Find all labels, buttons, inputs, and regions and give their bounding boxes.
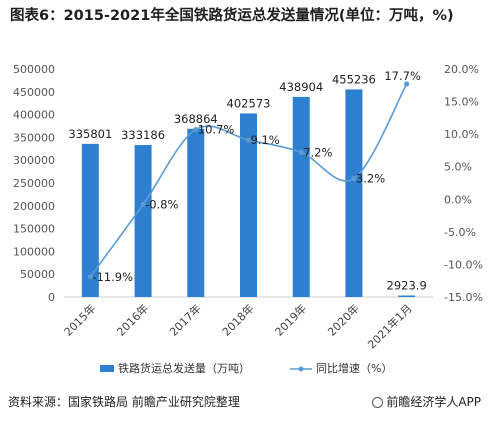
left-tick-label: 100000 — [13, 245, 55, 258]
bar-value-label: 2923.9 — [387, 279, 427, 293]
right-tick-label: 10.0% — [444, 128, 479, 141]
left-tick-label: 0 — [48, 291, 55, 304]
bar — [345, 89, 363, 297]
growth-value-label: -11.9% — [92, 270, 133, 284]
bar-value-label: 368864 — [174, 112, 218, 126]
growth-value-label: 9.1% — [251, 133, 280, 147]
right-tick-label: -5.0% — [444, 226, 476, 239]
bar-value-label: 402573 — [227, 96, 271, 110]
left-tick-label: 500000 — [13, 63, 55, 76]
category-label: 2019年 — [272, 301, 309, 338]
left-tick-label: 250000 — [13, 177, 55, 190]
source-note: 资料来源：国家铁路局 前瞻产业研究院整理 — [8, 395, 240, 409]
right-tick-label: 20.0% — [444, 63, 479, 76]
right-axis-ticks: -15.0% -10.0% -5.0% 0.0% 5.0% 10.0% 15.0% 20.0% — [444, 63, 483, 304]
growth-point — [404, 81, 410, 87]
left-tick-label: 50000 — [20, 268, 55, 281]
right-tick-label: -15.0% — [444, 291, 483, 304]
chart-title: 图表6：2015-2021年全国铁路货运总发送量情况(单位：万吨，%) — [10, 8, 454, 24]
legend-bar-label: 铁路货运总发送量（万吨） — [118, 361, 250, 375]
left-tick-label: 300000 — [13, 154, 55, 167]
bar — [240, 113, 257, 297]
left-axis-ticks: 0 50000 100000 150000 200000 250000 300000 3500… — [13, 63, 55, 304]
bar-value-label: 455236 — [332, 72, 376, 86]
right-tick-label: -10.0% — [444, 258, 483, 271]
right-tick-label: 0.0% — [444, 193, 472, 206]
category-labels: 2015年 2016年 2017年 2018年 2019年 2020年 2021年1月 — [61, 301, 415, 351]
growth-value-labels: -11.9% -0.8% 10.7% 9.1% 7.2% 3.2% 17.7% — [92, 69, 421, 284]
category-label: 2016年 — [114, 301, 151, 338]
brand-logo-icon — [372, 397, 384, 408]
growth-point — [87, 274, 93, 280]
growth-point — [351, 175, 357, 182]
bar-value-label: 438904 — [279, 80, 323, 94]
growth-value-label: -0.8% — [145, 197, 178, 211]
left-tick-label: 350000 — [13, 131, 55, 144]
legend-line-label: 同比增速（%） — [316, 361, 392, 375]
growth-value-label: 10.7% — [198, 123, 235, 137]
left-tick-label: 150000 — [13, 223, 55, 236]
growth-value-label: 3.2% — [356, 171, 385, 185]
growth-point — [140, 201, 146, 208]
bar — [398, 295, 416, 297]
category-label: 2020年 — [325, 301, 362, 338]
bar — [187, 128, 205, 297]
legend: 铁路货运总发送量（万吨） 同比增速（%） — [100, 361, 392, 375]
brand-text: 前瞻经济学人APP — [386, 395, 481, 409]
category-label: 2015年 — [61, 301, 98, 338]
growth-point — [193, 126, 199, 133]
bar-value-label: 335801 — [68, 127, 112, 141]
category-label: 2018年 — [219, 301, 256, 338]
right-tick-label: 5.0% — [444, 161, 472, 174]
right-tick-label: 15.0% — [444, 96, 479, 109]
growth-line-layer — [87, 81, 410, 280]
growth-point — [245, 137, 252, 143]
legend-bar-swatch — [100, 365, 114, 372]
bar — [134, 145, 152, 297]
category-label: 2017年 — [166, 301, 203, 338]
growth-value-label: 17.7% — [384, 69, 421, 83]
bar-value-labels: 335801 333186 368864 402573 438904 455236 2923… — [68, 72, 426, 292]
category-label: 2021年1月 — [365, 301, 415, 351]
growth-point — [298, 149, 304, 155]
bars — [81, 89, 416, 298]
bar-value-label: 333186 — [121, 128, 165, 142]
bar — [292, 96, 310, 298]
legend-line-marker — [298, 366, 304, 372]
bar — [81, 143, 99, 297]
growth-value-label: 7.2% — [303, 145, 332, 159]
left-tick-label: 400000 — [13, 109, 55, 122]
left-tick-label: 200000 — [13, 200, 55, 213]
left-tick-label: 450000 — [13, 86, 55, 99]
brand-label: 前瞻经济学人APP — [372, 393, 481, 410]
